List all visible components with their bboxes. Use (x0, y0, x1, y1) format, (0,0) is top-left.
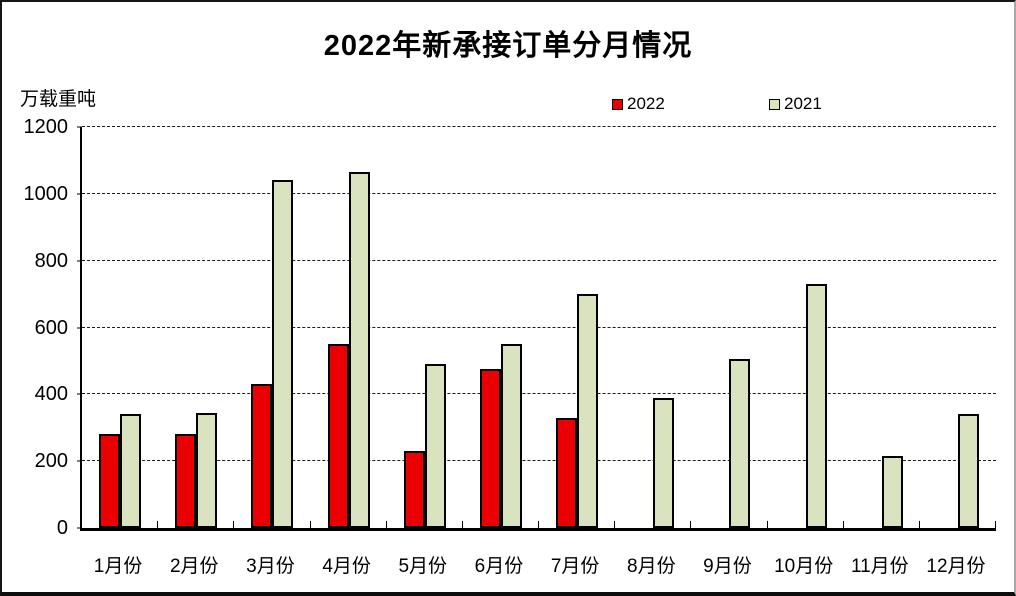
x-tick-label-3月份: 3月份 (246, 556, 295, 577)
plot-area (77, 126, 996, 531)
bar-2022-3月份 (251, 384, 273, 528)
y-axis-tick (77, 460, 82, 462)
x-axis-boundary-tick (385, 521, 387, 528)
bar-2021-1月份 (120, 414, 142, 528)
legend-label-2022: 2022 (627, 94, 665, 113)
bar-2021-5月份 (424, 364, 446, 528)
x-axis-boundary-tick (842, 521, 844, 528)
x-axis-boundary-tick (233, 521, 235, 528)
legend-item-2021: 2021 (769, 94, 822, 114)
y-tick-label: 600 (34, 316, 68, 339)
bar-2022-7月份 (556, 417, 578, 528)
bar-group-9月份 (691, 127, 767, 528)
bar-group-10月份 (768, 127, 844, 528)
gridline-600 (82, 326, 996, 328)
y-axis-tick (77, 393, 82, 395)
bar-2021-10月份 (805, 284, 827, 528)
x-tick-label-7月份: 7月份 (550, 556, 600, 577)
bar-2022-2月份 (175, 434, 197, 528)
bar-group-3月份 (234, 127, 310, 528)
x-axis-boundary-tick (995, 521, 996, 528)
x-axis-boundary-tick (538, 521, 539, 528)
gridline-400 (82, 393, 996, 395)
bar-2021-4月份 (348, 172, 370, 528)
gridline-200 (82, 460, 996, 462)
legend-swatch-2021 (769, 98, 780, 110)
y-axis-tick-labels: 0 200 400 600 800 1000 1200 (2, 117, 69, 538)
bar-group-6月份 (463, 127, 539, 528)
bar-group-4月份 (311, 127, 387, 528)
y-tick-label: 400 (34, 383, 68, 406)
legend-item-2022: 2022 (612, 94, 665, 114)
bar-group-8月份 (615, 127, 691, 528)
bar-group-7月份 (539, 127, 615, 528)
bar-2022-6月份 (479, 369, 501, 528)
x-tick-label-9月份: 9月份 (703, 556, 752, 577)
legend-label-2021: 2021 (784, 94, 822, 113)
x-tick-label-8月份: 8月份 (627, 556, 676, 577)
bar-group-1月份 (82, 127, 158, 528)
y-tick-label: 1000 (23, 182, 69, 205)
y-axis-unit-label: 万载重吨 (20, 89, 97, 110)
x-axis-tick-labels: 1月份 2月份 3月份 4月份 5月份 6月份 7月份 8月份 9月份 10月份 11月份 12月份 (80, 551, 994, 578)
y-axis-tick (77, 193, 82, 195)
bar-2022-4月份 (327, 344, 349, 528)
x-axis-boundary-tick (309, 521, 311, 528)
bar-2021-9月份 (729, 359, 751, 528)
x-tick-label-5月份: 5月份 (398, 556, 448, 577)
bar-groups (82, 127, 996, 528)
x-tick-label-2月份: 2月份 (169, 556, 219, 577)
x-axis-boundary-tick (614, 521, 616, 528)
y-tick-label: 0 (56, 517, 68, 539)
x-tick-label-12月份: 12月份 (926, 556, 986, 577)
x-tick-label-11月份: 11月份 (850, 556, 909, 577)
bar-2022-5月份 (403, 451, 425, 528)
bar-group-12月份 (920, 127, 996, 528)
y-axis-tick (77, 126, 82, 128)
x-axis-boundary-tick (690, 521, 692, 528)
y-axis-tick (77, 260, 82, 262)
bar-2021-2月份 (196, 412, 218, 528)
x-tick-label-10月份: 10月份 (774, 556, 834, 577)
x-axis-boundary-tick (157, 521, 159, 528)
bar-2021-8月份 (653, 397, 675, 528)
x-axis-boundary-tick (766, 521, 768, 528)
gridline-1200 (82, 126, 996, 127)
gridline-1000 (82, 192, 996, 194)
bar-2022-1月份 (99, 434, 121, 528)
y-axis-tick (77, 327, 82, 328)
bar-group-5月份 (387, 127, 463, 528)
bar-group-11月份 (844, 127, 920, 528)
y-tick-label: 800 (34, 249, 68, 272)
y-tick-label: 1200 (23, 116, 69, 138)
y-tick-label: 200 (34, 450, 68, 473)
gridline-800 (82, 259, 996, 261)
chart-title: 2022年新承接订单分月情况 (323, 30, 693, 62)
bar-group-2月份 (158, 127, 234, 528)
bar-2021-6月份 (500, 344, 522, 528)
bar-2021-12月份 (957, 414, 979, 528)
x-axis-boundary-tick (461, 521, 463, 528)
y-axis-tick (77, 527, 82, 529)
bar-2021-11月份 (881, 456, 903, 528)
bar-2021-3月份 (272, 180, 294, 528)
legend: 2022 2021 (2, 94, 1014, 114)
legend-swatch-2022 (612, 98, 623, 110)
bar-2021-7月份 (577, 294, 599, 528)
x-axis-boundary-tick (918, 521, 920, 528)
x-tick-label-4月份: 4月份 (322, 556, 371, 577)
x-tick-label-6月份: 6月份 (474, 556, 524, 577)
x-tick-label-1月份: 1月份 (93, 556, 143, 577)
